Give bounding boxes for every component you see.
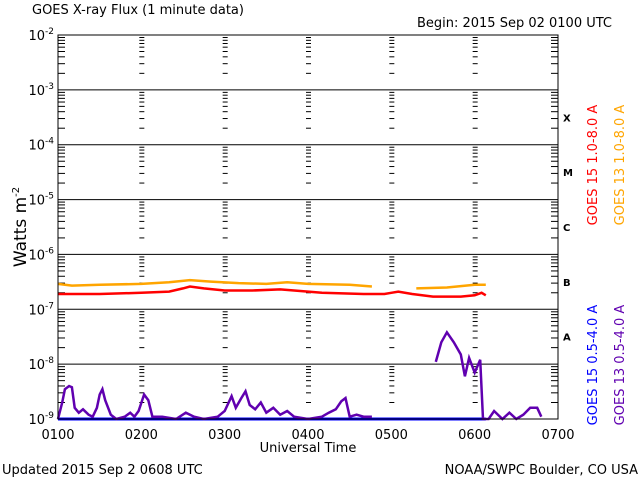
- y-axis-label: Watts m-2: [11, 187, 31, 267]
- flare-class-label: B: [563, 278, 571, 289]
- series-lines: [56, 278, 543, 421]
- legend-entry: GOES 15 1.0-8.0 A: [586, 105, 601, 226]
- x-tick-labels: 0100 0200 0300 0400 0500 0600 0700: [41, 428, 574, 443]
- legend: GOES 15 1.0-8.0 A GOES 13 1.0-8.0 A GOES 1…: [586, 105, 628, 426]
- y-tick-label: 10-5: [28, 192, 54, 209]
- legend-entry: GOES 13 1.0-8.0 A: [613, 105, 628, 226]
- y-tick-label: 10-3: [28, 82, 54, 99]
- y-tick-label: 10-6: [28, 246, 54, 263]
- chart-subtitle: Begin: 2015 Sep 02 0100 UTC: [417, 16, 612, 31]
- flare-class-label: C: [563, 223, 570, 234]
- y-tick-label: 10-8: [28, 356, 54, 373]
- flare-class-label: M: [563, 168, 573, 179]
- ticks: [58, 37, 558, 403]
- y-tick-label: 10-4: [28, 137, 54, 154]
- x-tick-label: 0600: [458, 428, 491, 443]
- updated-text: Updated 2015 Sep 2 0608 UTC: [2, 463, 203, 478]
- series-line: [416, 283, 486, 290]
- chart-title: GOES X-ray Flux (1 minute data): [32, 3, 244, 18]
- flare-class-labels: X M C B A: [563, 113, 573, 343]
- x-tick-label: 0500: [375, 428, 408, 443]
- x-axis-label: Universal Time: [260, 441, 357, 456]
- y-tick-label: 10-2: [28, 27, 54, 44]
- x-tick-label: 0300: [208, 428, 241, 443]
- x-tick-label: 0400: [291, 428, 324, 443]
- grid: [58, 89, 558, 365]
- series-line: [57, 278, 372, 288]
- x-tick-label: 0100: [41, 428, 74, 443]
- x-tick-label: 0200: [125, 428, 158, 443]
- series-line: [56, 384, 372, 421]
- y-tick-labels: 10-2 10-3 10-4 10-5 10-6 10-7 10-8 10-9: [28, 27, 54, 428]
- y-tick-label: 10-9: [28, 411, 54, 428]
- credit-text: NOAA/SWPC Boulder, CO USA: [445, 463, 638, 478]
- flare-class-label: X: [563, 113, 571, 124]
- legend-entry: GOES 15 0.5-4.0 A: [586, 305, 601, 426]
- y-tick-label: 10-7: [28, 301, 54, 318]
- legend-entry: GOES 13 0.5-4.0 A: [613, 305, 628, 426]
- flare-class-label: A: [563, 333, 571, 344]
- x-tick-label: 0700: [541, 428, 574, 443]
- series-line: [434, 329, 543, 421]
- plot-frame: [57, 34, 559, 420]
- series-line: [58, 285, 487, 298]
